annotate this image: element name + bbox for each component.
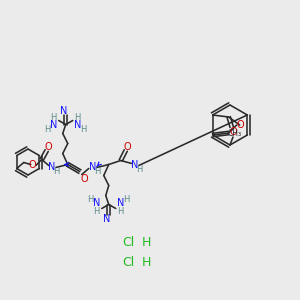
Text: N: N [74,121,81,130]
Text: H: H [88,195,94,204]
Text: CH₃: CH₃ [228,128,242,137]
Text: H: H [118,207,124,216]
Text: N: N [60,106,68,116]
Text: N: N [48,163,56,172]
Text: Cl: Cl [122,236,134,250]
Text: H: H [51,113,57,122]
Text: H: H [142,256,152,269]
Text: H: H [136,165,143,174]
Text: H: H [124,195,130,204]
Text: O: O [124,142,132,152]
Text: O: O [29,160,37,170]
Text: N: N [89,163,96,172]
Text: H: H [75,113,81,122]
Text: N: N [117,199,124,208]
Text: O: O [45,142,52,152]
Text: N: N [131,160,138,170]
Text: H: H [94,167,101,176]
Text: O: O [81,173,88,184]
Text: N: N [50,121,57,130]
Text: O: O [237,120,244,130]
Text: Cl: Cl [122,256,134,269]
Text: H: H [142,236,152,250]
Text: N: N [93,199,100,208]
Text: H: H [81,125,87,134]
Text: N: N [103,214,110,224]
Text: H: H [54,167,60,176]
Text: H: H [94,207,100,216]
Text: O: O [230,127,238,137]
Text: H: H [45,125,51,134]
